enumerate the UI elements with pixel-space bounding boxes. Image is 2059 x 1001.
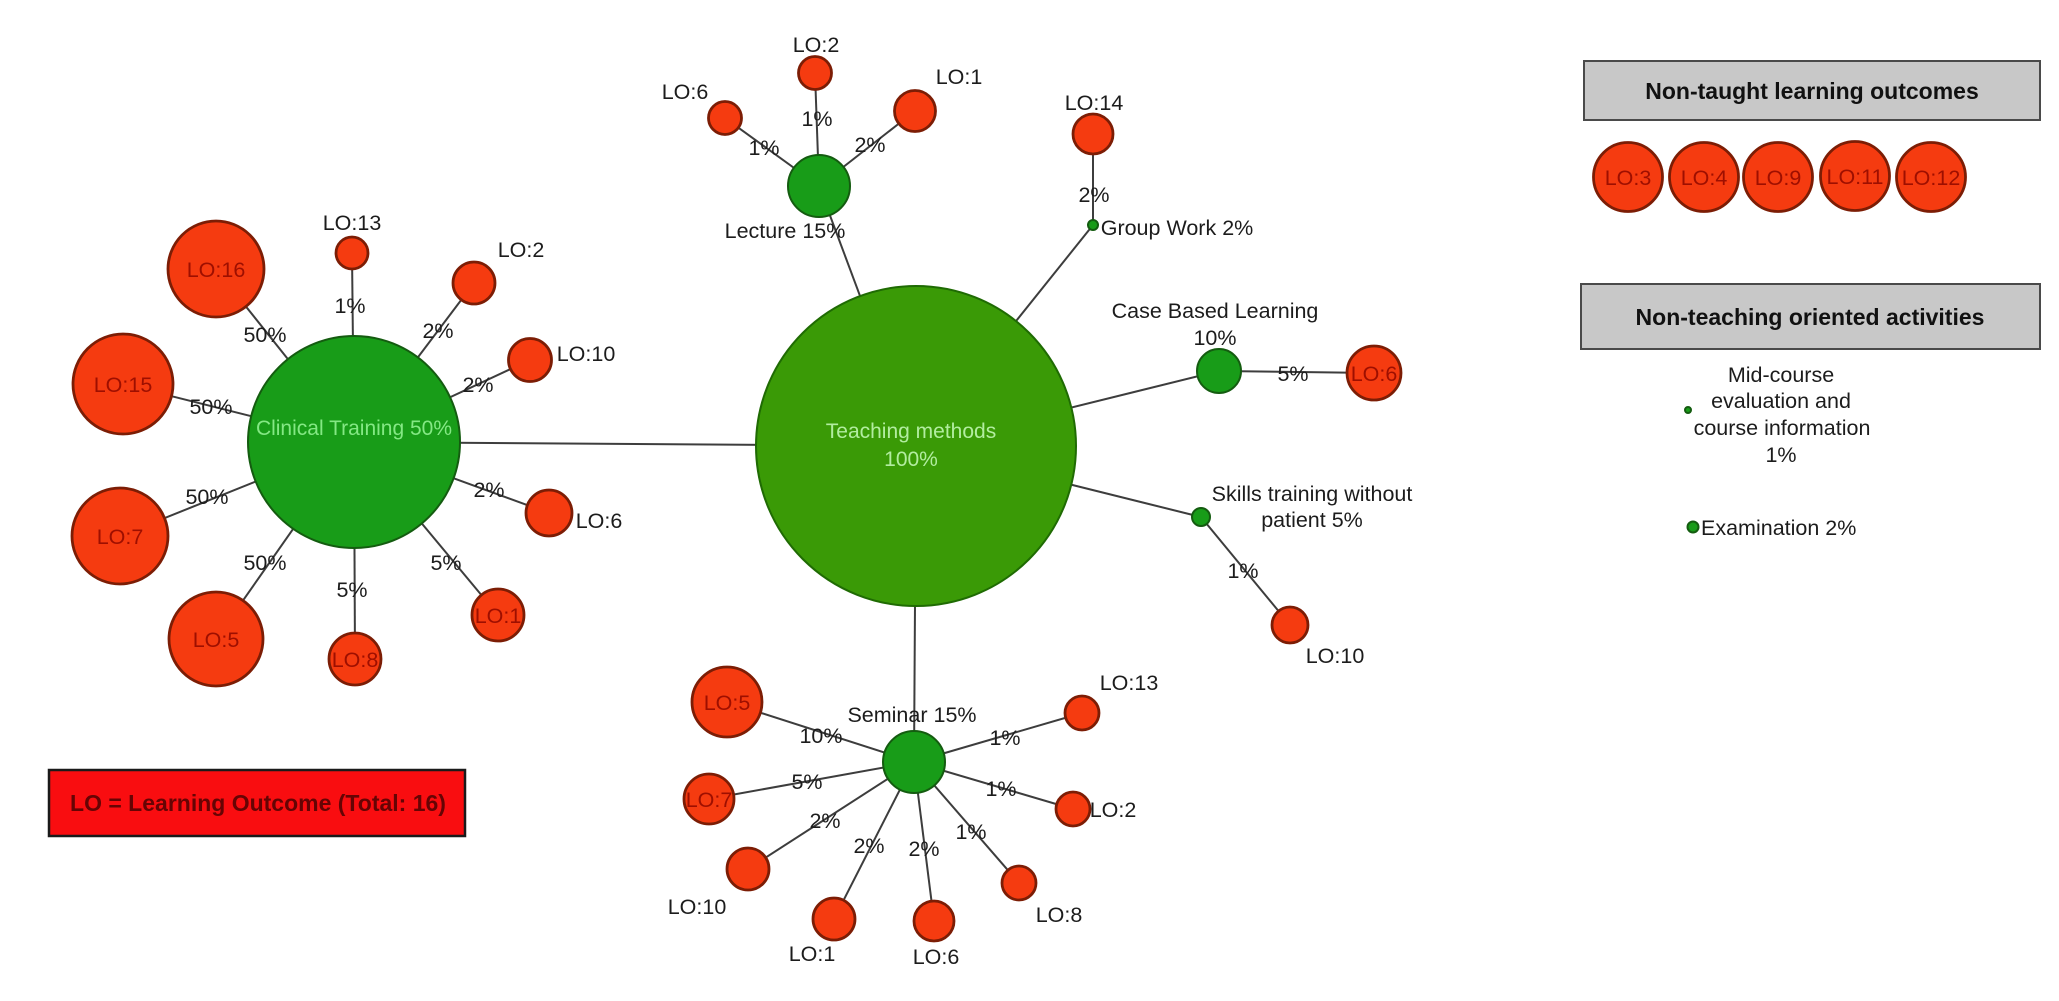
svg-text:Lecture 15%: Lecture 15%	[725, 219, 846, 243]
svg-text:5%: 5%	[430, 551, 461, 575]
svg-text:LO:4: LO:4	[1681, 166, 1728, 190]
svg-text:2%: 2%	[473, 478, 504, 502]
svg-text:LO:1: LO:1	[475, 604, 522, 628]
svg-text:1%: 1%	[748, 136, 779, 160]
svg-text:LO:1: LO:1	[936, 65, 983, 89]
svg-text:LO:12: LO:12	[1902, 166, 1961, 190]
svg-text:5%: 5%	[1277, 362, 1308, 386]
svg-text:Non-taught learning outcomes: Non-taught learning outcomes	[1645, 78, 1979, 104]
svg-text:LO:2: LO:2	[498, 238, 545, 262]
svg-text:LO:2: LO:2	[1090, 798, 1137, 822]
svg-text:Non-teaching oriented activiti: Non-teaching oriented activities	[1636, 304, 1985, 330]
svg-text:LO:10: LO:10	[668, 895, 727, 919]
svg-text:2%: 2%	[908, 837, 939, 861]
svg-text:LO:9: LO:9	[1755, 166, 1802, 190]
svg-text:LO:15: LO:15	[94, 373, 153, 397]
svg-text:LO:13: LO:13	[1100, 671, 1159, 695]
svg-text:LO:7: LO:7	[686, 788, 733, 812]
svg-text:1%: 1%	[955, 820, 986, 844]
svg-text:10%: 10%	[1193, 326, 1236, 350]
svg-text:1%: 1%	[985, 777, 1016, 801]
svg-text:2%: 2%	[853, 834, 884, 858]
svg-text:LO:10: LO:10	[1306, 644, 1365, 668]
svg-text:5%: 5%	[791, 770, 822, 794]
svg-text:2%: 2%	[1078, 183, 1109, 207]
svg-text:50%: 50%	[185, 485, 228, 509]
svg-text:Group Work 2%: Group Work 2%	[1101, 216, 1254, 240]
svg-text:LO:5: LO:5	[193, 628, 240, 652]
svg-text:LO:3: LO:3	[1605, 166, 1652, 190]
svg-text:1%: 1%	[1227, 559, 1258, 583]
svg-text:LO:6: LO:6	[1351, 362, 1398, 386]
svg-text:LO:14: LO:14	[1065, 91, 1124, 115]
svg-text:Examination 2%: Examination 2%	[1701, 516, 1856, 540]
svg-text:evaluation and: evaluation and	[1711, 389, 1851, 413]
svg-text:LO:7: LO:7	[97, 525, 144, 549]
svg-text:1%: 1%	[1765, 443, 1796, 467]
svg-text:LO:5: LO:5	[704, 691, 751, 715]
svg-text:2%: 2%	[422, 319, 453, 343]
svg-text:LO:6: LO:6	[576, 509, 623, 533]
svg-text:patient 5%: patient 5%	[1261, 508, 1363, 532]
svg-text:LO:6: LO:6	[913, 945, 960, 969]
svg-text:LO:2: LO:2	[793, 33, 840, 57]
svg-text:Case Based Learning: Case Based Learning	[1112, 299, 1319, 323]
svg-text:10%: 10%	[799, 724, 842, 748]
svg-text:Clinical Training 50%: Clinical Training 50%	[256, 417, 452, 440]
svg-text:2%: 2%	[462, 373, 493, 397]
svg-text:50%: 50%	[243, 323, 286, 347]
svg-text:50%: 50%	[189, 395, 232, 419]
svg-text:LO:13: LO:13	[323, 211, 382, 235]
svg-text:LO:8: LO:8	[332, 648, 379, 672]
svg-text:Skills training without: Skills training without	[1212, 482, 1413, 506]
svg-text:course information: course information	[1694, 416, 1871, 440]
svg-text:Teaching methods: Teaching methods	[826, 420, 996, 443]
svg-text:Mid-course: Mid-course	[1728, 363, 1834, 387]
svg-text:100%: 100%	[884, 448, 938, 471]
svg-text:LO:11: LO:11	[1827, 165, 1884, 189]
svg-text:LO = Learning Outcome (Total:: LO = Learning Outcome (Total: 16)	[70, 790, 446, 816]
svg-text:LO:6: LO:6	[662, 80, 709, 104]
svg-text:5%: 5%	[336, 578, 367, 602]
svg-text:2%: 2%	[854, 133, 885, 157]
svg-text:LO:8: LO:8	[1036, 903, 1083, 927]
svg-text:LO:1: LO:1	[789, 942, 836, 966]
svg-text:1%: 1%	[989, 726, 1020, 750]
svg-text:Seminar 15%: Seminar 15%	[847, 703, 976, 727]
svg-text:LO:16: LO:16	[187, 258, 246, 282]
svg-text:1%: 1%	[801, 107, 832, 131]
svg-text:50%: 50%	[243, 551, 286, 575]
svg-text:1%: 1%	[334, 294, 365, 318]
svg-text:LO:10: LO:10	[557, 342, 616, 366]
svg-text:2%: 2%	[809, 809, 840, 833]
